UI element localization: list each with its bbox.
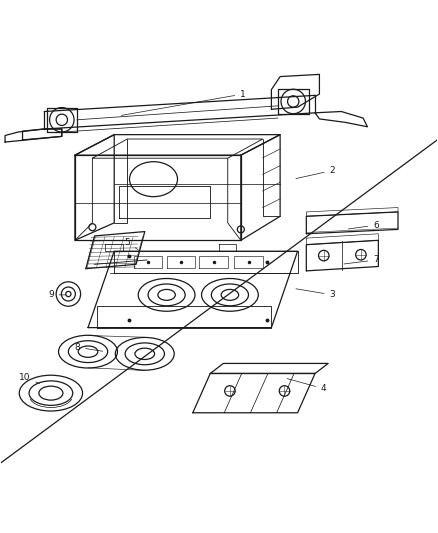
Text: 7: 7: [344, 255, 379, 264]
Text: 8: 8: [74, 343, 103, 352]
Text: 9: 9: [48, 290, 66, 300]
Text: 6: 6: [348, 221, 379, 230]
Text: 1: 1: [121, 90, 246, 115]
Text: 5: 5: [124, 238, 138, 249]
Text: 3: 3: [296, 289, 336, 300]
Text: 4: 4: [287, 378, 327, 393]
Text: 10: 10: [19, 373, 39, 383]
Text: 2: 2: [296, 166, 336, 179]
